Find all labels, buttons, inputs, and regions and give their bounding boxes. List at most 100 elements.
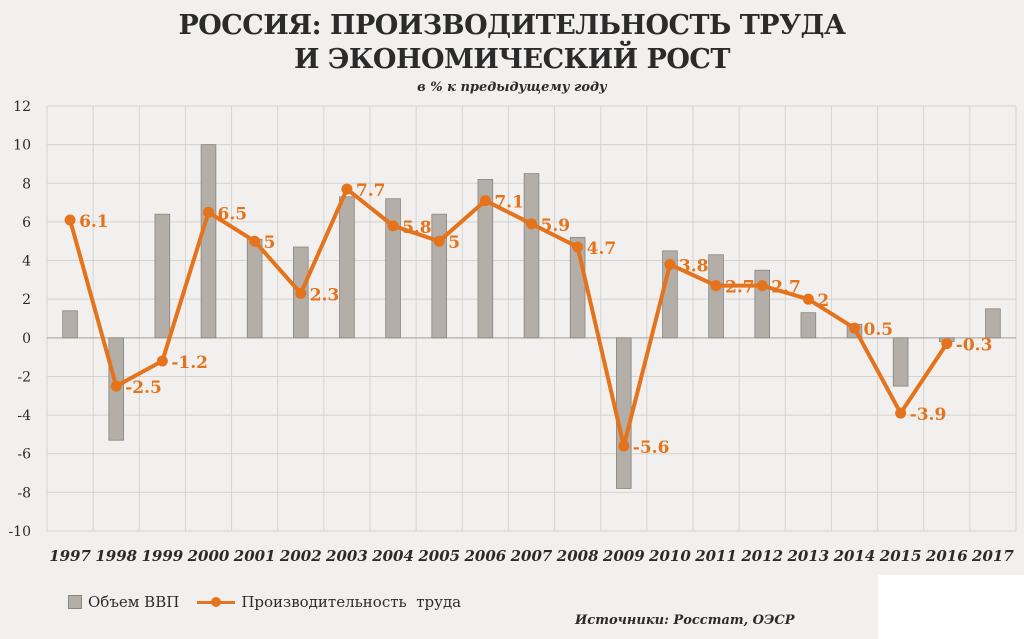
data-label-productivity: 7.1 [494, 193, 524, 213]
x-tick-label: 2014 [833, 547, 876, 565]
chart-title-line1: РОССИЯ: ПРОИЗВОДИТЕЛЬНОСТЬ ТРУДА [178, 10, 846, 41]
point-productivity [64, 214, 76, 226]
point-productivity [710, 280, 722, 292]
legend-swatch-line [197, 596, 236, 608]
x-tick-label: 2004 [371, 547, 414, 565]
y-tick-label: -8 [17, 485, 31, 501]
x-tick-label: 2006 [463, 547, 506, 565]
data-label-productivity: 6.5 [218, 204, 248, 224]
point-productivity [479, 195, 491, 207]
chart-title-line2: И ЭКОНОМИЧЕСКИЙ РОСТ [293, 44, 731, 75]
bar-gdp [800, 312, 817, 339]
point-productivity [295, 287, 307, 299]
y-tick-label: 6 [22, 215, 31, 231]
x-tick-label: 2016 [925, 547, 968, 565]
y-tick-label: 4 [22, 254, 31, 270]
point-productivity [756, 280, 768, 292]
data-label-productivity: 0.5 [864, 320, 894, 340]
point-productivity [341, 183, 353, 195]
point-productivity [849, 322, 860, 334]
bar-gdp [385, 198, 401, 339]
bar-gdp [477, 179, 494, 339]
point-productivity [526, 218, 537, 230]
y-tick-label: 12 [13, 99, 31, 115]
x-tick-label: 2005 [417, 547, 460, 565]
bar-gdp [708, 254, 724, 339]
line-productivity [68, 187, 949, 448]
bar-gdp [246, 238, 263, 339]
data-label-productivity: 2 [817, 291, 829, 311]
point-productivity [203, 206, 214, 218]
data-label-productivity: 5 [264, 233, 276, 253]
point-productivity [664, 258, 676, 270]
x-tick-label: 2011 [694, 547, 737, 565]
blank-area [878, 575, 1024, 639]
x-tick-label: 1997 [49, 547, 91, 565]
x-tick-label: 2002 [279, 547, 322, 565]
bar-gdp [523, 173, 540, 339]
data-label-productivity: -1.2 [171, 353, 208, 373]
data-label-productivity: -0.3 [956, 336, 993, 356]
point-productivity [110, 380, 122, 392]
legend-item-gdp: Объем ВВП [68, 593, 179, 611]
legend: Объем ВВП Производительность труда [68, 593, 479, 611]
x-tick-label: 2015 [879, 547, 922, 565]
data-label-productivity: 2.3 [310, 285, 340, 305]
point-productivity [387, 220, 399, 232]
data-label-productivity: -5.6 [633, 438, 670, 458]
point-productivity [941, 338, 953, 350]
chart-subtitle: в % к предыдущему году [417, 80, 607, 95]
x-tick-label: 2001 [233, 547, 276, 565]
x-tick-label: 2007 [510, 547, 553, 565]
bar-gdp [892, 337, 909, 387]
point-productivity [249, 235, 261, 247]
bar-gdp [62, 310, 78, 339]
x-tick-label: 2003 [325, 547, 368, 565]
point-productivity [156, 355, 168, 367]
bar-gdp [200, 144, 217, 339]
legend-label-productivity: Производительность труда [241, 593, 462, 611]
x-tick-label: 2012 [740, 547, 783, 565]
data-label-productivity: 2.7 [771, 278, 801, 298]
data-label-productivity: 6.1 [79, 212, 109, 232]
bar-gdp [154, 213, 171, 339]
point-productivity [618, 440, 630, 452]
y-tick-label: -4 [17, 408, 31, 424]
point-productivity [572, 241, 584, 253]
source-note: Источники: Росстат, ОЭСР [575, 613, 795, 628]
data-label-productivity: 5 [448, 233, 460, 253]
data-label-productivity: 5.9 [541, 216, 571, 236]
y-tick-label: -6 [17, 447, 31, 463]
legend-item-productivity: Производительность труда [197, 593, 461, 611]
legend-label-gdp: Объем ВВП [88, 593, 180, 611]
data-label-productivity: 5.8 [402, 218, 432, 238]
data-label-productivity: -3.9 [910, 405, 947, 425]
x-tick-label: 2013 [786, 547, 829, 565]
x-tick-label: 2000 [187, 547, 230, 565]
y-tick-label: -2 [17, 369, 31, 385]
data-label-productivity: 3.8 [679, 256, 709, 276]
x-tick-label: 2009 [602, 547, 645, 565]
point-productivity [895, 407, 907, 419]
x-tick-label: 1999 [141, 547, 183, 565]
point-productivity [802, 293, 814, 305]
y-tick-label: -10 [8, 524, 31, 540]
y-tick-label: 8 [22, 176, 31, 192]
x-tick-label: 2008 [556, 547, 599, 565]
y-tick-label: 2 [22, 292, 31, 308]
legend-swatch-bar [68, 595, 82, 609]
x-tick-label: 2017 [971, 547, 1014, 565]
bar-gdp [339, 196, 355, 339]
bar-gdp [616, 337, 632, 489]
x-tick-label: 2010 [648, 547, 691, 565]
bar-gdp [431, 213, 447, 339]
x-tick-label: 1998 [95, 547, 137, 565]
data-label-productivity: -2.5 [125, 378, 162, 398]
point-productivity [433, 235, 445, 247]
bar-gdp [985, 308, 1001, 339]
y-tick-label: 10 [13, 138, 31, 154]
data-label-productivity: 7.7 [356, 181, 386, 201]
data-label-productivity: 2.7 [725, 278, 755, 298]
y-tick-label: 0 [22, 331, 31, 347]
